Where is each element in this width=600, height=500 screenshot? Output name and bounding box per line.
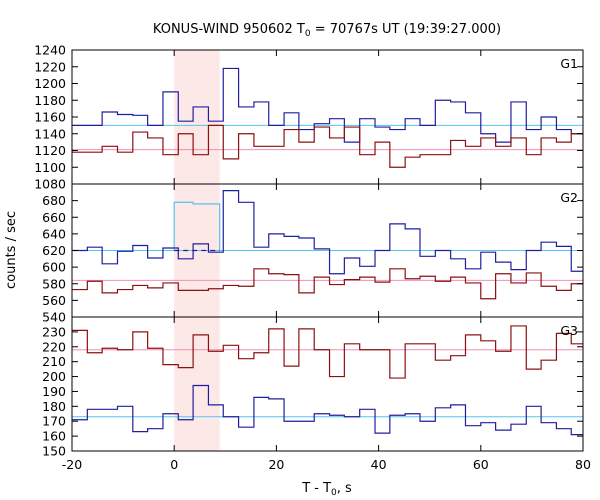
g3-red-series: [72, 325, 583, 379]
x-axis-label: T - T0, s: [301, 481, 352, 498]
g3-ytick-label: 180: [42, 399, 66, 414]
labels-layer: 108011001120114011601180120012201240G154…: [34, 43, 591, 473]
x-axis-label-rest: , s: [337, 481, 352, 496]
g2-red-series: [72, 268, 583, 300]
g1-ytick-label: 1160: [34, 110, 66, 125]
g3-ytick-label: 200: [42, 369, 66, 384]
g1-ytick-label: 1120: [34, 143, 66, 158]
g3-ytick-label: 190: [42, 384, 66, 399]
g2-ytick-label: 540: [42, 310, 66, 325]
g2-panel-label: G2: [560, 190, 578, 205]
series-layer: [72, 67, 583, 436]
xtick-label: -20: [62, 457, 82, 472]
g1-ytick-label: 1180: [34, 93, 66, 108]
g3-ytick-label: 230: [42, 324, 66, 339]
g2-ytick-label: 580: [42, 276, 66, 291]
g2-ytick-label: 660: [42, 210, 66, 225]
x-axis-label-subscript: 0: [331, 488, 337, 498]
g2-ytick-label: 640: [42, 226, 66, 241]
xtick-label: 40: [371, 457, 387, 472]
g2-ytick-label: 620: [42, 243, 66, 258]
g1-panel-frame: [71, 49, 584, 185]
x-axis-label-main: T - T: [301, 481, 331, 496]
ticks-layer: [71, 49, 584, 452]
g3-ytick-label: 150: [42, 444, 66, 459]
xtick-label: 0: [170, 457, 178, 472]
y-axis-label: counts / sec: [4, 211, 19, 289]
g1-red-series: [72, 124, 583, 168]
chart-title-main: KONUS-WIND 950602 T: [153, 22, 305, 37]
g3-ytick-label: 220: [42, 339, 66, 354]
g3-ytick-label: 160: [42, 429, 66, 444]
g2-source-level: [173, 201, 221, 251]
g1-blue-series: [72, 67, 583, 143]
xtick-label: 20: [268, 457, 284, 472]
level-lines-layer: [72, 124, 583, 418]
g1-ytick-label: 1080: [34, 177, 66, 192]
xtick-label: 60: [473, 457, 489, 472]
chart-title: KONUS-WIND 950602 T0 = 70767s UT (19:39:…: [153, 22, 501, 39]
g1-ytick-label: 1240: [34, 43, 66, 58]
g1-ytick-label: 1100: [34, 160, 66, 175]
g1-ytick-label: 1220: [34, 59, 66, 74]
g2-ytick-label: 600: [42, 260, 66, 275]
g2-ytick-label: 560: [42, 293, 66, 308]
g3-ytick-label: 170: [42, 414, 66, 429]
g3-ytick-label: 210: [42, 354, 66, 369]
xtick-label: 80: [575, 457, 591, 472]
g1-ytick-label: 1200: [34, 76, 66, 91]
g2-blue-series: [72, 190, 583, 275]
g3-panel-frame: [71, 316, 584, 452]
g1-panel-label: G1: [560, 56, 578, 71]
g3-panel-label: G3: [560, 323, 578, 338]
g3-blue-series: [72, 384, 583, 436]
chart-title-subscript: 0: [305, 29, 311, 39]
chart-title-rest: = 70767s UT (19:39:27.000): [311, 22, 501, 37]
g1-ytick-label: 1140: [34, 126, 66, 141]
g2-ytick-label: 680: [42, 193, 66, 208]
